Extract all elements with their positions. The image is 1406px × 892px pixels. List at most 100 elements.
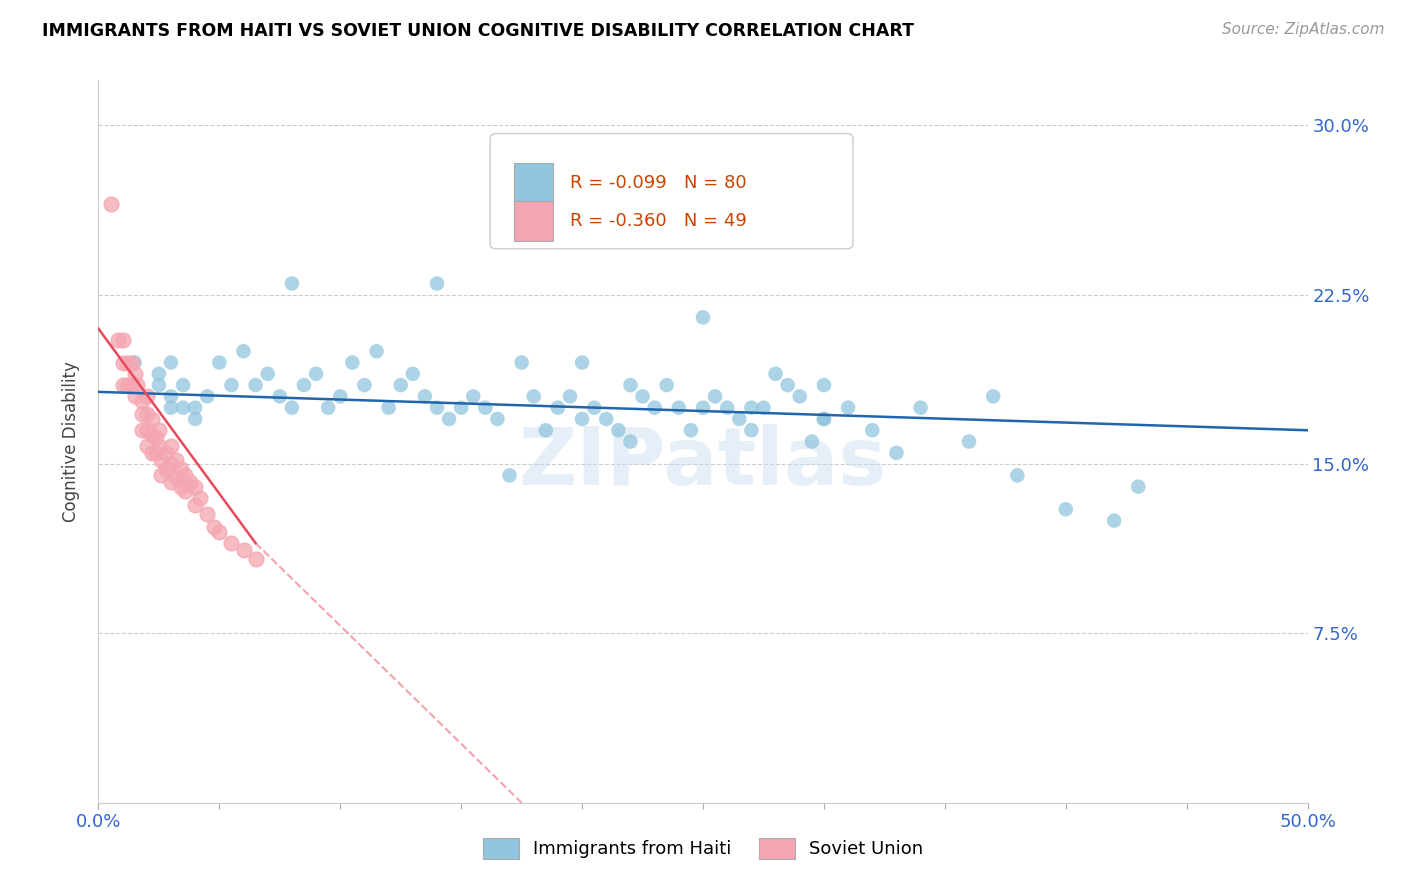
Point: [141, 427, 163, 442]
Point: [135, 439, 157, 453]
Point: [155, 446, 177, 460]
Point: [195, 507, 218, 521]
Point: [117, 355, 139, 369]
Point: [1128, 480, 1150, 494]
Point: [389, 378, 412, 392]
Point: [148, 378, 170, 392]
Point: [377, 401, 399, 415]
Point: [619, 378, 641, 392]
Point: [204, 520, 226, 534]
Point: [172, 401, 194, 415]
Point: [547, 401, 569, 415]
Point: [135, 389, 157, 403]
Point: [692, 310, 714, 325]
Point: [188, 491, 211, 505]
Point: [704, 389, 727, 403]
Point: [752, 401, 775, 415]
Point: [160, 389, 183, 403]
Point: [353, 378, 375, 392]
Point: [145, 430, 167, 444]
Point: [131, 408, 153, 422]
Point: [121, 378, 143, 392]
Point: [402, 367, 425, 381]
Point: [221, 536, 243, 550]
Point: [155, 461, 177, 475]
Point: [571, 355, 593, 369]
Point: [426, 401, 449, 415]
Point: [837, 401, 859, 415]
Point: [668, 401, 690, 415]
Point: [486, 412, 509, 426]
Point: [886, 446, 908, 460]
Point: [172, 378, 194, 392]
Point: [184, 412, 207, 426]
Point: [789, 389, 811, 403]
Point: [160, 439, 183, 453]
Text: IMMIGRANTS FROM HAITI VS SOVIET UNION COGNITIVE DISABILITY CORRELATION CHART: IMMIGRANTS FROM HAITI VS SOVIET UNION CO…: [42, 22, 914, 40]
Point: [160, 457, 183, 471]
Point: [523, 389, 546, 403]
Point: [813, 378, 835, 392]
Point: [111, 378, 134, 392]
Point: [716, 401, 738, 415]
Point: [463, 389, 485, 403]
Point: [607, 423, 630, 437]
Point: [256, 367, 278, 381]
Point: [208, 524, 231, 539]
Point: [595, 412, 617, 426]
Point: [981, 389, 1004, 403]
Point: [174, 484, 197, 499]
Point: [111, 333, 134, 347]
Point: [342, 355, 364, 369]
Point: [619, 434, 641, 449]
Point: [135, 408, 157, 422]
Point: [571, 412, 593, 426]
Point: [316, 401, 339, 415]
Point: [160, 475, 183, 490]
Point: [131, 393, 153, 408]
Point: [910, 401, 932, 415]
Point: [1054, 502, 1077, 516]
Point: [111, 355, 134, 369]
Point: [281, 277, 304, 291]
Point: [644, 401, 666, 415]
Point: [957, 434, 980, 449]
Point: [121, 355, 143, 369]
Point: [269, 389, 291, 403]
Point: [245, 552, 267, 566]
Point: [141, 446, 163, 460]
Point: [450, 401, 472, 415]
Text: R = -0.099   N = 80: R = -0.099 N = 80: [571, 174, 747, 192]
Point: [366, 344, 388, 359]
Point: [148, 439, 170, 453]
Point: [165, 471, 187, 485]
Point: [426, 277, 449, 291]
Point: [208, 355, 231, 369]
Point: [631, 389, 654, 403]
Point: [165, 452, 187, 467]
Point: [160, 355, 183, 369]
Point: [740, 401, 762, 415]
Point: [558, 389, 581, 403]
Point: [184, 498, 207, 512]
Text: R = -0.360   N = 49: R = -0.360 N = 49: [571, 212, 747, 230]
Point: [100, 197, 122, 211]
Point: [141, 412, 163, 426]
Point: [145, 446, 167, 460]
Point: [498, 468, 520, 483]
Point: [150, 452, 173, 467]
Point: [232, 542, 254, 557]
Point: [232, 344, 254, 359]
Point: [245, 378, 267, 392]
Point: [583, 401, 606, 415]
Y-axis label: Cognitive Disability: Cognitive Disability: [62, 361, 80, 522]
Point: [169, 461, 191, 475]
Point: [765, 367, 787, 381]
Point: [437, 412, 460, 426]
Point: [150, 468, 173, 483]
Point: [127, 378, 149, 392]
Point: [534, 423, 557, 437]
Point: [292, 378, 315, 392]
Point: [195, 389, 218, 403]
Point: [813, 412, 835, 426]
